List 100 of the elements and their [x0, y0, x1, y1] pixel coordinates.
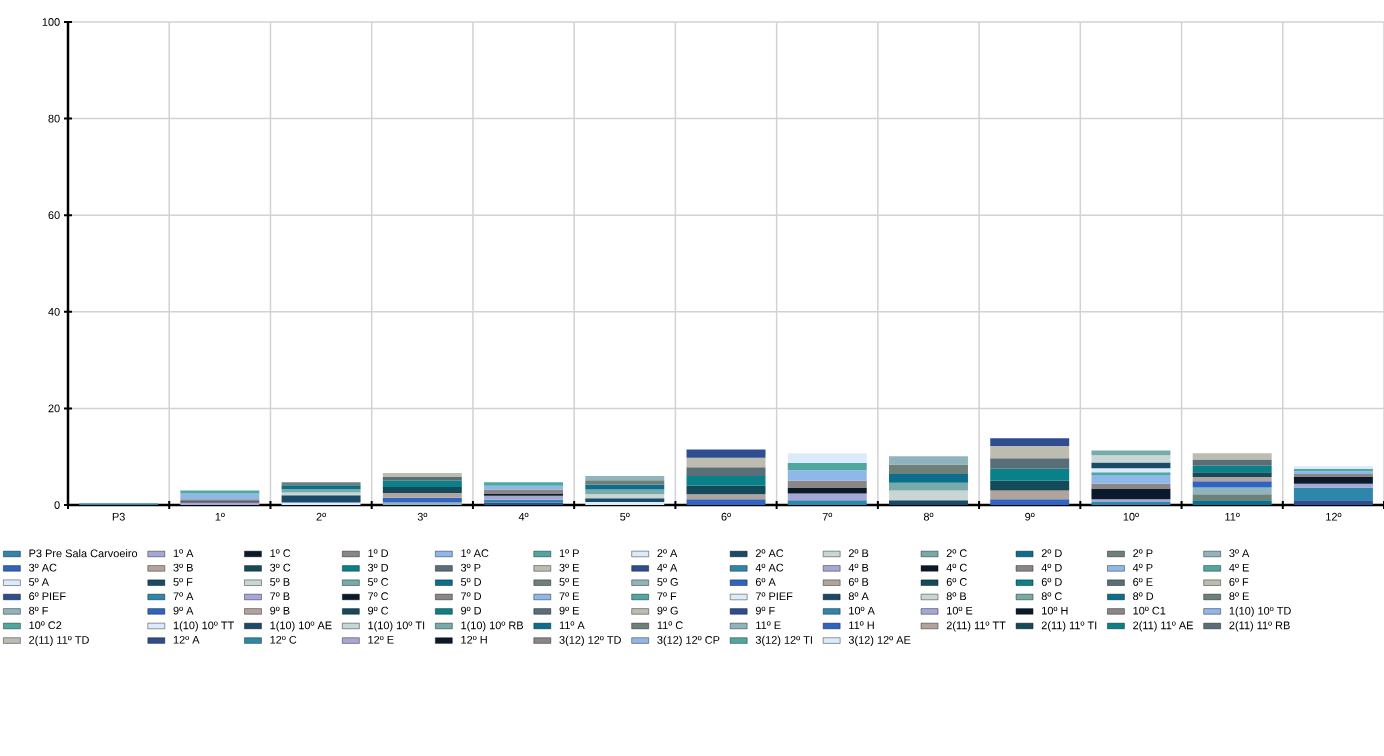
legend-label: 10º E: [947, 606, 973, 615]
x-tick-label: 2º: [316, 512, 326, 521]
legend-label: 4º AC: [755, 563, 784, 572]
legend-label: 2(11) 11º RB: [1229, 621, 1290, 632]
legend-label: 2(11) 11º AE: [1133, 621, 1193, 632]
legend-label: 5º F: [173, 578, 193, 586]
legend-label: 10º H: [1042, 606, 1068, 615]
legend-label: 3(12) 12º TI: [755, 635, 812, 646]
legend-label: 5º A: [29, 578, 49, 586]
legend-label: 1º P: [559, 549, 579, 557]
legend-label: 3º AC: [29, 563, 57, 572]
legend-label: 1º C: [270, 549, 291, 558]
legend-label: 11º H: [849, 621, 874, 629]
legend-label: 12º A: [173, 635, 200, 644]
legend-label: 6º C: [946, 578, 967, 586]
legend-label: 3º B: [173, 563, 193, 572]
y-tick-label: 60: [48, 211, 60, 220]
legend-label: 2º C: [946, 549, 967, 558]
legend-label: 2º P: [1133, 549, 1153, 557]
legend-label: 1º A: [173, 549, 194, 557]
legend-label: 9º D: [461, 606, 482, 615]
legend-label: 2º A: [657, 549, 678, 557]
legend-label: 11º A: [559, 621, 585, 629]
legend-label: 1º AC: [461, 549, 489, 558]
legend-label: 12º H: [461, 635, 487, 644]
x-tick-label: 12º: [1326, 512, 1342, 521]
legend-label: 3º P: [460, 563, 481, 572]
legend-label: 7º PIEF: [755, 592, 793, 600]
legend-label: 6º D: [1041, 578, 1062, 586]
legend-label: 7º B: [270, 592, 290, 600]
legend-label: 10º C1: [1133, 606, 1166, 615]
legend-label: 4º E: [1229, 563, 1249, 572]
x-tick-label: 7º: [822, 512, 833, 521]
legend-label: 1(10) 10º TI: [368, 621, 425, 632]
legend-label: 5º D: [460, 578, 482, 586]
legend-label: 10º A: [849, 606, 875, 615]
legend-label: 3(12) 12º CP: [657, 635, 720, 646]
legend-label: 5º G: [657, 578, 678, 586]
legend-label: 3(12) 12º AE: [848, 635, 911, 646]
legend-label: 9º A: [173, 606, 194, 615]
legend-label: 8º A: [848, 592, 869, 601]
x-tick-label: 3º: [417, 512, 428, 521]
legend-label: 9º E: [559, 606, 579, 615]
x-tick-label: 10º: [1123, 512, 1139, 521]
legend-label: 5º E: [559, 578, 579, 586]
legend-label: 12º E: [368, 635, 394, 644]
legend-label: 6º A: [755, 578, 776, 586]
x-tick-label: P3: [112, 512, 125, 521]
legend-label: 7º E: [559, 592, 579, 600]
legend-label: 2º D: [1041, 549, 1062, 557]
legend-label: 3º A: [1229, 549, 1250, 558]
legend-label: 11º E: [756, 621, 781, 629]
legend-label: 2º B: [848, 549, 869, 557]
y-tick-label: 80: [48, 114, 60, 123]
legend-label: 8º F: [29, 606, 48, 615]
legend-label: 1(10) 10º TD: [1229, 606, 1291, 617]
x-tick-label: 4º: [518, 512, 529, 521]
legend-label: 1º D: [368, 549, 389, 557]
legend-label: 6º B: [848, 578, 869, 586]
legend-label: 5º B: [270, 578, 290, 586]
legend-label: 3º C: [270, 563, 291, 572]
legend-label: 1(10) 10º RB: [461, 621, 524, 632]
x-tick-label: 5º: [620, 512, 630, 521]
legend-label: 7º D: [461, 592, 482, 600]
legend-label: 7º C: [368, 592, 389, 601]
legend-label: 4º B: [848, 563, 869, 572]
legend-label: 11º C: [657, 621, 683, 630]
legend-label: 8º D: [1133, 592, 1154, 601]
y-tick-label: 20: [48, 404, 60, 413]
legend-label: 2(11) 11º TD: [29, 635, 89, 646]
legend-label: 6º E: [1133, 578, 1153, 586]
legend-label: 9º F: [755, 606, 775, 615]
legend-label: 9º C: [368, 606, 389, 615]
legend-label: 3º D: [367, 563, 389, 572]
legend-label: 6º F: [1229, 578, 1249, 586]
legend-label: 4º P: [1132, 563, 1153, 572]
legend-label: 3(12) 12º TD: [559, 635, 621, 646]
x-tick-label: 6º: [721, 512, 731, 521]
legend-label: 2º AC: [755, 549, 784, 558]
legend-label: 7º A: [173, 592, 194, 600]
legend-label: 2(11) 11º TI: [1041, 621, 1097, 632]
legend-label: 8º C: [1041, 592, 1062, 601]
y-tick-label: 40: [48, 307, 60, 316]
legend-label: 8º E: [1229, 592, 1249, 601]
x-tick-label: 1º: [215, 512, 225, 521]
legend-label: P3 Pre Sala Carvoeiro: [29, 549, 138, 558]
x-tick-label: 8º: [923, 512, 934, 521]
legend-label: 2(11) 11º TT: [946, 621, 1006, 632]
x-tick-label: 9º: [1025, 512, 1035, 521]
legend-label: 9º B: [270, 606, 290, 615]
legend-label: 5º C: [367, 578, 389, 586]
legend-label: 1(10) 10º TT: [173, 621, 234, 632]
legend-label: 6º PIEF: [29, 592, 66, 601]
legend-label: 3º E: [559, 563, 579, 572]
x-tick-label: 11º: [1225, 512, 1240, 521]
legend-label: 12º C: [270, 635, 297, 644]
legend-label: 10º C2: [29, 621, 62, 630]
legend-label: 7º F: [657, 592, 677, 600]
legend-label: 9º G: [657, 606, 678, 615]
legend-label: 4º A: [657, 563, 678, 572]
